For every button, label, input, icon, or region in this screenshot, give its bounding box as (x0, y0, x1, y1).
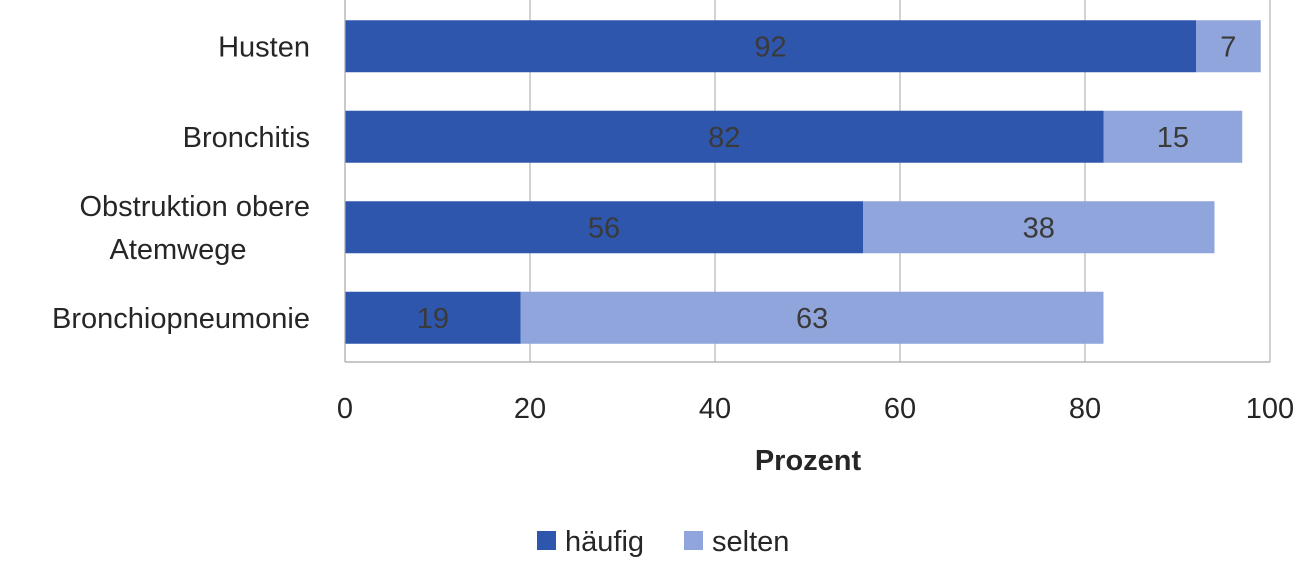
bar-haeufig-1 (345, 110, 1104, 163)
x-axis-title: Prozent (755, 445, 862, 477)
data-label-haeufig-2: 56 (588, 212, 620, 244)
data-label-selten-3: 63 (796, 303, 828, 335)
category-label-2-line-1: Atemwege (109, 234, 246, 266)
x-tick-labels: 0 20 40 60 80 100 (337, 393, 1294, 425)
data-label-selten-2: 38 (1023, 212, 1055, 244)
legend-swatch-haeufig (537, 531, 556, 550)
data-label-haeufig-3: 19 (417, 303, 449, 335)
x-tick-label-60: 60 (884, 393, 916, 425)
x-tick-label-80: 80 (1069, 393, 1101, 425)
category-label-3: Bronchiopneumonie (52, 303, 310, 335)
bar-selten-2 (863, 201, 1215, 254)
legend: häufig selten (537, 526, 789, 558)
legend-swatch-selten (684, 531, 703, 550)
bar-selten-1 (1103, 110, 1243, 163)
legend-label-haeufig: häufig (565, 526, 644, 558)
category-label-0: Husten (218, 31, 310, 63)
bar-haeufig-2 (345, 201, 863, 254)
bar-selten-3 (520, 291, 1104, 344)
data-labels: 92 7 82 15 56 38 19 63 (417, 31, 1237, 335)
bar-selten-0 (1196, 20, 1261, 73)
plot-frame (344, 0, 1270, 363)
x-tick-label-40: 40 (699, 393, 731, 425)
data-label-haeufig-1: 82 (708, 122, 740, 154)
x-tick-label-0: 0 (337, 393, 353, 425)
bars (345, 20, 1261, 344)
bar-haeufig-3 (345, 291, 521, 344)
x-tick-label-100: 100 (1246, 393, 1294, 425)
category-label-1: Bronchitis (183, 122, 310, 154)
category-labels: Husten Bronchitis Obstruktion obere Atemweg… (52, 31, 310, 335)
data-label-selten-1: 15 (1157, 122, 1189, 154)
x-tick-label-20: 20 (514, 393, 546, 425)
category-label-2-line-0: Obstruktion obere (79, 191, 310, 223)
bar-haeufig-0 (345, 20, 1196, 73)
data-label-haeufig-0: 92 (754, 31, 786, 63)
legend-label-selten: selten (712, 526, 789, 558)
data-label-selten-0: 7 (1220, 31, 1236, 63)
